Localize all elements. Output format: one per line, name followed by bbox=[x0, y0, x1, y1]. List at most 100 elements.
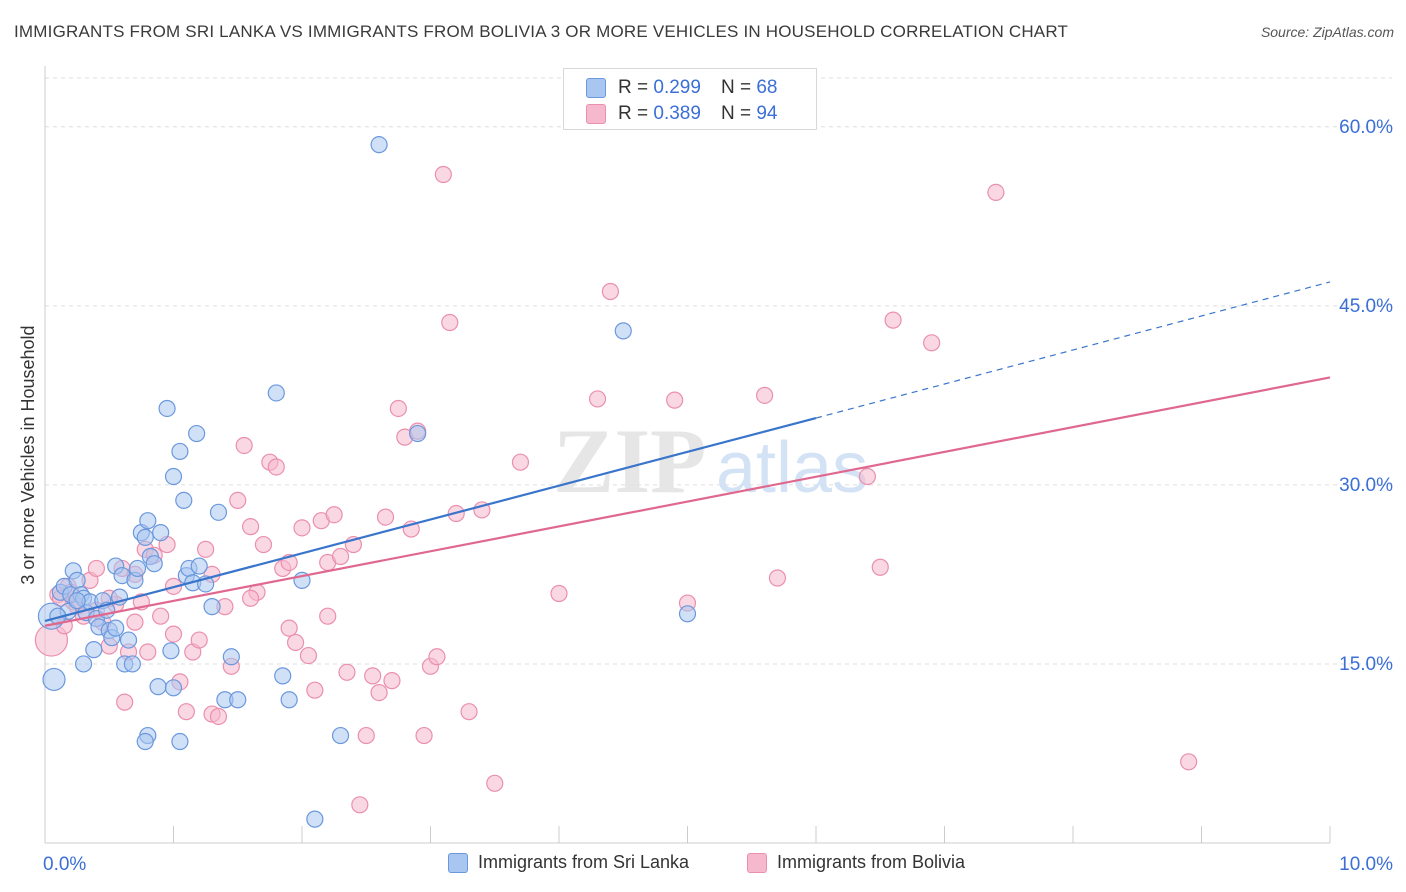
bolivia-point bbox=[755, 386, 774, 404]
sri-lanka-point bbox=[222, 648, 240, 666]
bolivia-point bbox=[331, 547, 350, 566]
sri-lanka-point bbox=[190, 557, 208, 575]
sri-lanka-point bbox=[331, 726, 350, 745]
axes bbox=[44, 66, 1331, 844]
sri-lanka-point bbox=[145, 555, 163, 573]
bolivia-point bbox=[267, 458, 285, 476]
bolivia-point bbox=[152, 607, 170, 625]
bolivia-point bbox=[229, 491, 247, 509]
n-value-sri-lanka: 68 bbox=[756, 77, 778, 98]
stats-row-sri-lanka: R = 0.299 N = 68 bbox=[586, 77, 777, 99]
bolivia-point bbox=[511, 453, 530, 471]
sri-lanka-points bbox=[37, 136, 697, 828]
bolivia-point bbox=[428, 648, 446, 666]
bolivia-point bbox=[190, 631, 208, 649]
watermark-atlas: atlas bbox=[716, 428, 868, 508]
legend-item-sri-lanka[interactable]: Immigrants from Sri Lanka bbox=[448, 852, 689, 873]
sri-lanka-point bbox=[678, 605, 697, 623]
bolivia-point bbox=[601, 282, 620, 301]
sri-lanka-point bbox=[68, 592, 86, 610]
bolivia-point bbox=[389, 399, 407, 418]
sri-lanka-point bbox=[164, 467, 183, 486]
bolivia-point bbox=[242, 589, 260, 607]
bolivia-point bbox=[338, 663, 356, 681]
bolivia-point bbox=[87, 559, 106, 578]
bolivia-point bbox=[139, 643, 157, 661]
bolivia-point bbox=[768, 569, 787, 587]
sri-lanka-point bbox=[85, 641, 103, 659]
bolivia-point bbox=[164, 625, 183, 643]
sri-lanka-point bbox=[409, 424, 427, 443]
bolivia-legend-swatch bbox=[747, 852, 767, 873]
bolivia-point bbox=[383, 672, 401, 690]
bolivia-point bbox=[197, 540, 215, 558]
y-tick-label: 15.0% bbox=[1339, 654, 1393, 675]
bolivia-point bbox=[351, 796, 369, 814]
sri-lanka-point bbox=[158, 399, 176, 418]
bolivia-point bbox=[126, 613, 144, 631]
y-axis-label: 3 or more Vehicles in Household bbox=[18, 325, 38, 584]
sri-lanka-point bbox=[42, 667, 66, 692]
sri-lanka-point bbox=[175, 491, 193, 509]
bolivia-point bbox=[242, 518, 260, 536]
stats-legend: R = 0.299 N = 68 R = 0.389 N = 94 bbox=[563, 68, 817, 130]
bolivia-point bbox=[441, 313, 459, 332]
legend-label-sri-lanka: Immigrants from Sri Lanka bbox=[478, 852, 690, 872]
source-label: Source: ZipAtlas.com bbox=[1260, 24, 1394, 40]
sri-lanka-point bbox=[162, 642, 180, 660]
stats-row-bolivia: R = 0.389 N = 94 bbox=[586, 103, 777, 125]
sri-lanka-point bbox=[267, 384, 285, 402]
sri-lanka-point bbox=[139, 512, 157, 530]
bolivia-point bbox=[306, 681, 324, 699]
r-value-bolivia: 0.389 bbox=[653, 103, 701, 124]
sri-lanka-point bbox=[68, 571, 86, 589]
sri-lanka-trend-extension bbox=[815, 281, 1331, 419]
bolivia-trend-line bbox=[44, 376, 1331, 627]
bolivia-point bbox=[486, 774, 504, 792]
y-tick-label: 60.0% bbox=[1339, 117, 1393, 138]
sri-lanka-point bbox=[74, 655, 93, 673]
bolivia-point bbox=[434, 165, 452, 184]
bolivia-point bbox=[1180, 753, 1198, 771]
bolivia-point bbox=[293, 519, 311, 537]
bolivia-point bbox=[286, 633, 305, 652]
legend-label-bolivia: Immigrants from Bolivia bbox=[777, 852, 966, 872]
tick-labels: 15.0% 30.0% 45.0% 60.0% 0.0% 10.0% bbox=[43, 117, 1393, 875]
sri-lanka-point bbox=[152, 524, 170, 542]
sri-lanka-point bbox=[136, 528, 154, 547]
watermark: ZIP atlas bbox=[553, 410, 868, 512]
bolivia-point bbox=[299, 646, 318, 665]
bolivia-point bbox=[415, 726, 433, 745]
bolivia-point bbox=[871, 558, 889, 576]
bolivia-point bbox=[364, 667, 382, 685]
trend-lines bbox=[44, 281, 1331, 627]
bolivia-point bbox=[666, 391, 684, 409]
bolivia-point bbox=[376, 508, 395, 526]
sri-lanka-point bbox=[306, 810, 324, 828]
sri-lanka-point bbox=[203, 598, 221, 616]
bolivia-point bbox=[357, 726, 375, 745]
bolivia-point bbox=[550, 584, 568, 603]
bolivia-point bbox=[254, 535, 273, 554]
bolivia-point bbox=[588, 390, 607, 408]
sri-lanka-trend-line bbox=[44, 416, 817, 623]
bolivia-point bbox=[280, 619, 298, 637]
sri-lanka-point bbox=[229, 691, 247, 709]
sri-lanka-point bbox=[119, 631, 138, 649]
sri-lanka-point bbox=[136, 732, 154, 751]
sri-lanka-point bbox=[149, 678, 167, 696]
bolivia-point bbox=[987, 183, 1005, 202]
bolivia-point bbox=[370, 683, 388, 702]
sri-lanka-point bbox=[188, 424, 206, 443]
bolivia-point bbox=[209, 707, 228, 726]
sri-lanka-point bbox=[370, 136, 388, 154]
legend-item-bolivia[interactable]: Immigrants from Bolivia bbox=[747, 852, 965, 873]
grid-lines bbox=[45, 77, 1392, 665]
watermark-zip: ZIP bbox=[553, 410, 706, 512]
x-tick-label: 10.0% bbox=[1339, 854, 1393, 875]
bolivia-point bbox=[884, 311, 902, 329]
bolivia-point bbox=[858, 467, 877, 486]
bolivia-point bbox=[116, 693, 134, 711]
sri-lanka-point bbox=[171, 732, 189, 751]
